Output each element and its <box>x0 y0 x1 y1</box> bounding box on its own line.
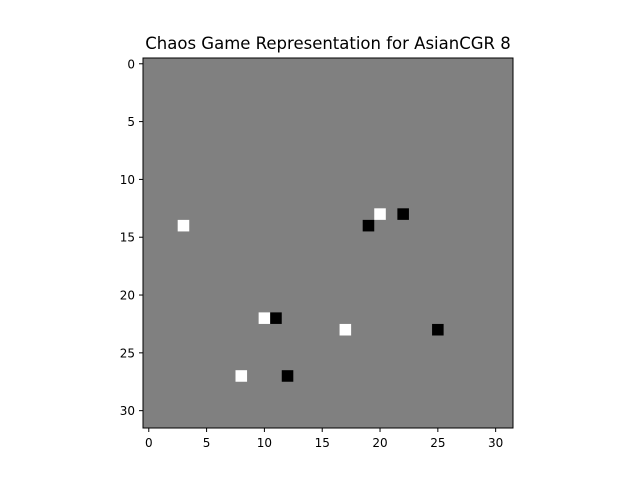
x-tick-label: 10 <box>257 436 272 450</box>
heatmap-cell <box>270 312 282 324</box>
heatmap-cells <box>177 208 444 382</box>
x-tick-label: 25 <box>430 436 445 450</box>
heatmap-cell <box>397 208 409 220</box>
y-tick-label: 15 <box>120 231 135 245</box>
x-axis: 0 5 10 15 20 25 30 <box>145 428 503 450</box>
y-axis: 0 5 10 15 20 25 30 <box>120 57 143 418</box>
chart-title: Chaos Game Representation for AsianCGR 8 <box>145 34 510 53</box>
y-tick-label: 10 <box>120 173 135 187</box>
y-tick-label: 30 <box>120 404 135 418</box>
y-tick-label: 5 <box>127 115 135 129</box>
heatmap-cell <box>258 312 271 324</box>
x-tick-label: 5 <box>203 436 211 450</box>
heatmap-cell <box>177 219 190 232</box>
heatmap-cell <box>432 323 444 336</box>
y-tick-label: 25 <box>120 346 135 360</box>
heatmap-cell <box>281 370 294 382</box>
heatmap-cell <box>235 370 248 382</box>
plot-frame <box>142 57 514 429</box>
heatmap-cell <box>374 208 386 220</box>
heatmap-cell <box>362 219 375 232</box>
x-tick-label: 15 <box>315 436 330 450</box>
y-tick-label: 20 <box>120 289 135 303</box>
x-tick-label: 30 <box>488 436 503 450</box>
x-tick-label: 0 <box>145 436 153 450</box>
heatmap-cell <box>339 323 352 336</box>
x-tick-label: 20 <box>372 436 387 450</box>
y-tick-label: 0 <box>127 57 135 71</box>
heatmap-background <box>143 58 513 428</box>
